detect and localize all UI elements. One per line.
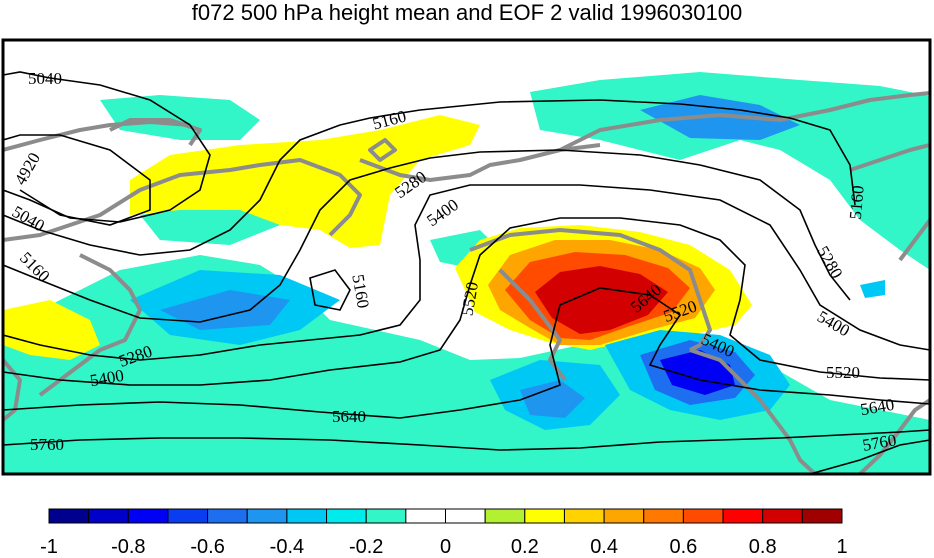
colorbar-swatch: [88, 508, 129, 524]
colorbar: [48, 508, 843, 524]
height-contour: [3, 149, 851, 323]
colorbar-swatch: [405, 508, 447, 524]
coastline: [3, 120, 191, 152]
colorbar-swatch: [207, 508, 248, 524]
contour-label: 5640: [332, 407, 366, 426]
colorbar-tick-label: 0: [440, 536, 451, 558]
colorbar-swatch: [603, 508, 645, 524]
coastline: [469, 228, 712, 352]
colorbar-tick-label: -0.6: [190, 536, 224, 558]
colorbar-swatch: [484, 508, 526, 524]
contour-label: 5160: [846, 185, 868, 221]
contour-label: 5400: [814, 307, 853, 340]
colorbar-swatch: [801, 508, 843, 524]
colorbar-tick-label: 0.6: [669, 536, 697, 558]
contour-label: 5400: [423, 195, 462, 230]
anomaly-negative-weak: [100, 95, 260, 140]
coastline: [898, 218, 930, 262]
colorbar-swatch: [722, 508, 764, 524]
anomaly-positive-weak: [3, 300, 100, 360]
colorbar-tick-label: 0.4: [590, 536, 618, 558]
colorbar-swatch: [167, 508, 209, 524]
colorbar-tick-label: 1: [836, 536, 847, 558]
contour-label: 5280: [813, 243, 846, 282]
coastline: [858, 398, 930, 474]
colorbar-swatch: [326, 508, 367, 524]
height-contour: [3, 217, 930, 386]
colorbar-tick-label: 0.8: [749, 536, 777, 558]
anomaly-negative-moderate: [160, 290, 290, 330]
colorbar-swatch: [524, 508, 565, 524]
coastline: [849, 143, 930, 172]
coastline: [359, 143, 601, 182]
anomaly-negative-moderate: [640, 95, 800, 140]
eof-shading: [3, 72, 930, 474]
anomaly-negative-peak: [660, 350, 735, 395]
anomaly-positive-peak: [535, 266, 668, 334]
height-contour: [309, 269, 351, 311]
anomaly-negative-moderate: [520, 380, 585, 418]
colorbar-tick-label: 0.2: [511, 536, 539, 558]
colorbar-swatch: [445, 508, 486, 524]
height-contour: [3, 134, 151, 226]
coastline: [38, 253, 142, 397]
contour-label: 4920: [11, 149, 44, 188]
contour-label: 5160: [16, 248, 53, 285]
height-contour: [3, 429, 930, 451]
colorbar-tick-label: -0.8: [111, 536, 145, 558]
height-contour: [3, 184, 930, 361]
anomaly-negative-moderate: [860, 280, 885, 298]
map-frame: [1, 38, 932, 476]
colorbar-swatch: [127, 508, 169, 524]
colorbar-tick-label: -1: [40, 536, 58, 558]
height-contour: [3, 99, 856, 256]
coastline: [368, 138, 397, 162]
height-contour: [3, 71, 211, 223]
colorbar-swatch: [682, 508, 724, 524]
colorbar-tick-label: -0.2: [349, 536, 383, 558]
colorbar-swatch: [762, 508, 803, 524]
coastline: [689, 348, 817, 474]
height-contour-layer: [3, 71, 930, 474]
height-contour: [809, 439, 930, 474]
colorbar-swatch: [286, 508, 328, 524]
colorbar-swatch: [48, 508, 90, 524]
height-contour: [3, 287, 930, 419]
coastline-layer: [3, 91, 930, 474]
colorbar-tick-labels: -1 -0.8 -0.6 -0.4 -0.2 0 0.2 0.4 0.6 0.8 1: [40, 536, 847, 558]
anomaly-negative-weak: [530, 72, 930, 270]
coastline: [3, 158, 362, 242]
colorbar-swatch: [643, 508, 684, 524]
coastline: [559, 91, 930, 152]
colorbar-swatch: [563, 508, 605, 524]
contour-label: 5040: [28, 69, 62, 88]
contour-label: 5760: [30, 435, 64, 454]
colorbar-swatch: [246, 508, 288, 524]
colorbar-swatch: [365, 508, 407, 524]
contour-label: 5160: [348, 273, 373, 310]
map-title: f072 500 hPa height mean and EOF 2 valid…: [191, 0, 743, 25]
coastline: [3, 358, 22, 422]
colorbar-tick-label: -0.4: [270, 536, 304, 558]
contour-label: 5520: [826, 363, 860, 382]
